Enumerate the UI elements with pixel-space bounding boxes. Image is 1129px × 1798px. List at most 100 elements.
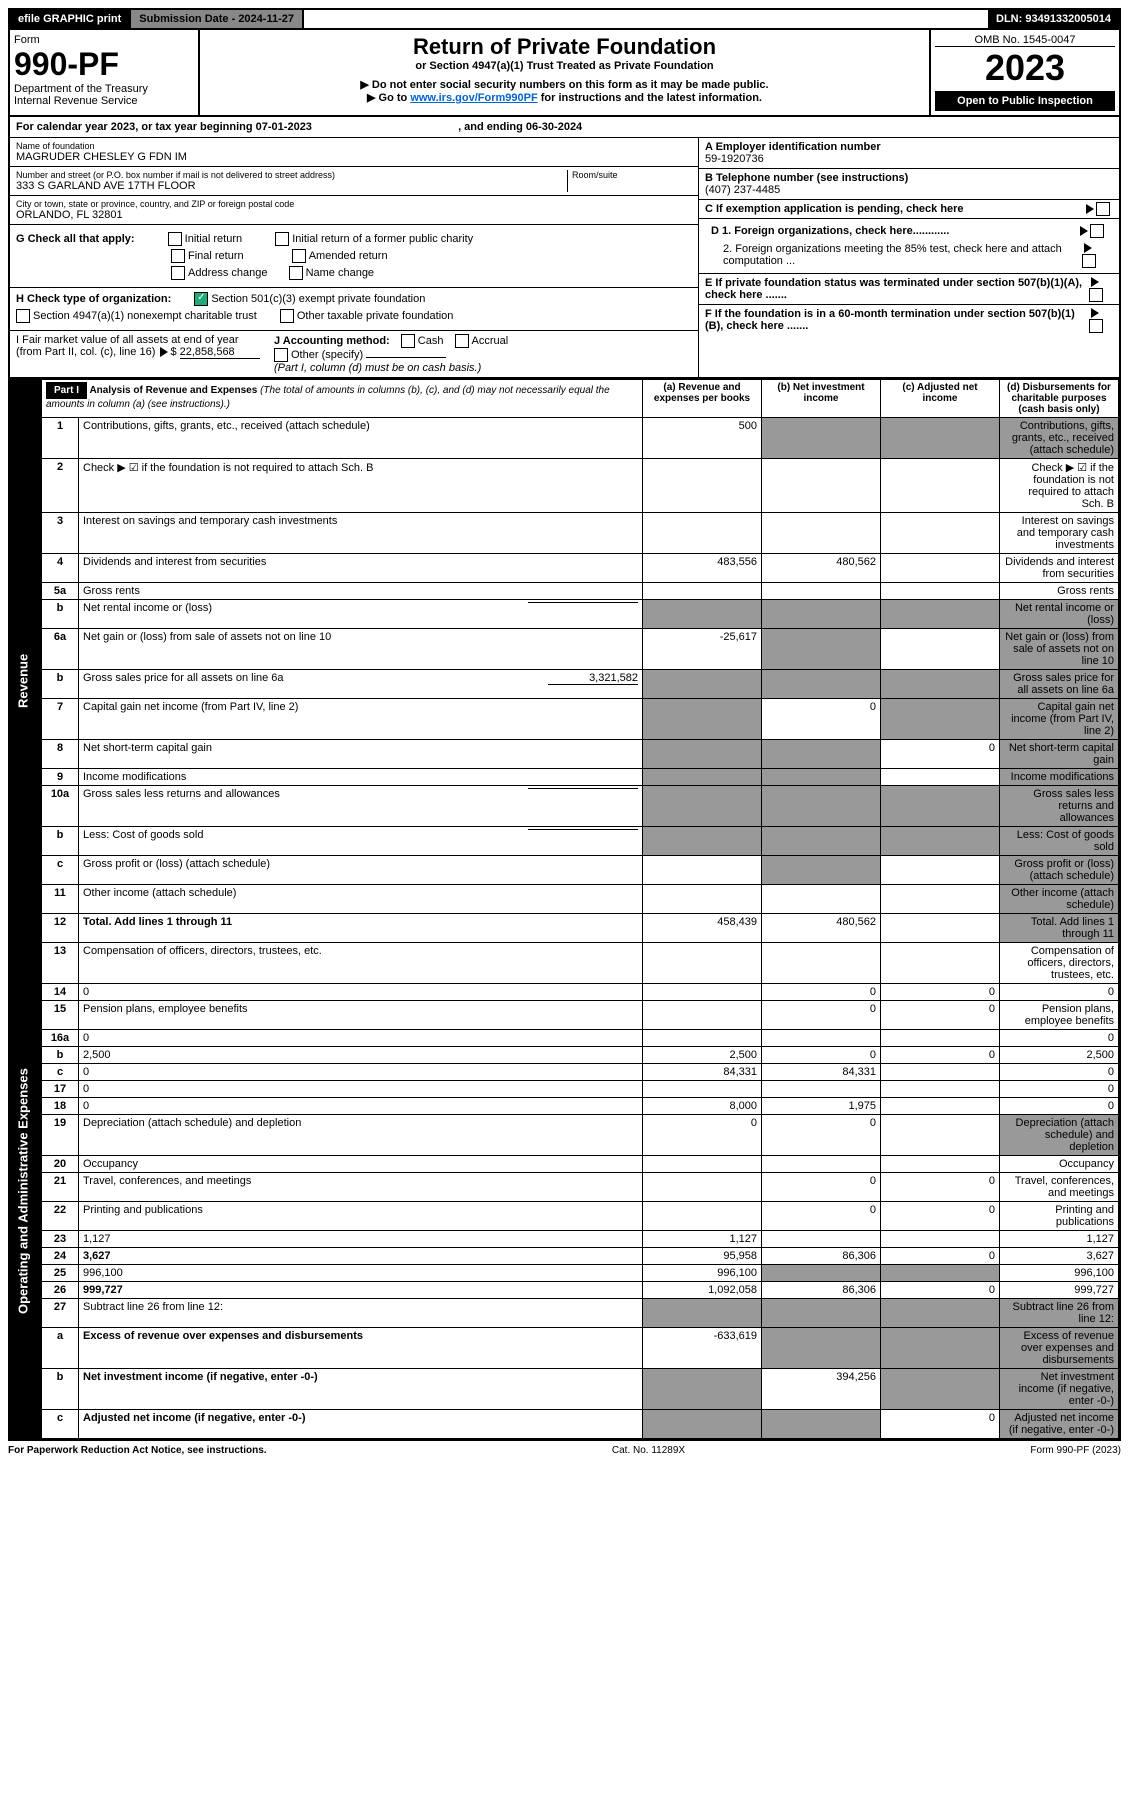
cell-a [643, 943, 762, 984]
line-number: 23 [42, 1231, 79, 1248]
street-address: 333 S GARLAND AVE 17TH FLOOR [16, 180, 567, 192]
line-number: b [42, 1369, 79, 1410]
line-description: 0 [79, 1064, 643, 1081]
cb-initial-return[interactable] [168, 232, 182, 246]
line-description: Total. Add lines 1 through 11 [79, 914, 643, 943]
cell-c [881, 418, 1000, 459]
form-title: Return of Private Foundation [204, 34, 925, 60]
line-number: 5a [42, 583, 79, 600]
g-opt-2: Address change [188, 267, 268, 279]
note-2: ▶ Go to www.irs.gov/Form990PF for instru… [204, 91, 925, 104]
j-accrual: Accrual [472, 335, 509, 347]
table-row: aExcess of revenue over expenses and dis… [11, 1328, 1119, 1369]
line-number: c [42, 1410, 79, 1439]
page-footer: For Paperwork Reduction Act Notice, see … [8, 1445, 1121, 1456]
f-label: F If the foundation is in a 60-month ter… [705, 308, 1089, 332]
cell-b: 0 [762, 984, 881, 1001]
cb-c[interactable] [1096, 202, 1110, 216]
cell-a [643, 827, 762, 856]
cell-b [762, 1156, 881, 1173]
cell-a [643, 885, 762, 914]
line-number: 26 [42, 1282, 79, 1299]
cb-cash[interactable] [401, 334, 415, 348]
cell-a: 500 [643, 418, 762, 459]
irs-link[interactable]: www.irs.gov/Form990PF [410, 92, 537, 104]
ein: 59-1920736 [705, 153, 1113, 165]
table-row: 15Pension plans, employee benefits00Pens… [11, 1001, 1119, 1030]
line-description: Interest on savings and temporary cash i… [79, 513, 643, 554]
table-row: 243,62795,95886,30603,627 [11, 1248, 1119, 1265]
line-description: Income modifications [79, 769, 643, 786]
phone-label: B Telephone number (see instructions) [705, 172, 1113, 184]
cell-b [762, 670, 881, 699]
cell-a: 1,127 [643, 1231, 762, 1248]
cb-f[interactable] [1089, 319, 1103, 333]
cb-d2[interactable] [1082, 254, 1096, 268]
cell-c [881, 459, 1000, 513]
line-description: Adjusted net income (if negative, enter … [79, 1410, 643, 1439]
table-row: 8Net short-term capital gain0Net short-t… [11, 740, 1119, 769]
g-label: G Check all that apply: [16, 233, 135, 245]
cell-c [881, 1115, 1000, 1156]
cell-c: 0 [881, 1282, 1000, 1299]
form-number: 990-PF [14, 46, 194, 83]
cell-d: Other income (attach schedule) [1000, 885, 1119, 914]
form-header: Form 990-PF Department of the Treasury I… [8, 30, 1121, 117]
table-row: 26999,7271,092,05886,3060999,727 [11, 1282, 1119, 1299]
line-number: b [42, 827, 79, 856]
line-number: 4 [42, 554, 79, 583]
cb-address-change[interactable] [171, 266, 185, 280]
table-row: cAdjusted net income (if negative, enter… [11, 1410, 1119, 1439]
cb-other-taxable[interactable] [280, 309, 294, 323]
line-number: 10a [42, 786, 79, 827]
line-description: 1,127 [79, 1231, 643, 1248]
line-description: Gross sales price for all assets on line… [79, 670, 643, 699]
cell-a [643, 513, 762, 554]
table-row: 25996,100996,100996,100 [11, 1265, 1119, 1282]
cell-c [881, 885, 1000, 914]
part1-label: Part I [46, 382, 87, 399]
identity-block: Name of foundation MAGRUDER CHESLEY G FD… [10, 138, 1119, 377]
cb-final-return[interactable] [171, 249, 185, 263]
cell-b: 0 [762, 699, 881, 740]
table-row: bNet rental income or (loss)Net rental i… [11, 600, 1119, 629]
cell-b [762, 459, 881, 513]
g-opt-5: Name change [306, 267, 375, 279]
cell-c [881, 786, 1000, 827]
line-number: 12 [42, 914, 79, 943]
cb-name-change[interactable] [289, 266, 303, 280]
line-description: Other income (attach schedule) [79, 885, 643, 914]
cell-d: Pension plans, employee benefits [1000, 1001, 1119, 1030]
line-number: 2 [42, 459, 79, 513]
line-description: 0 [79, 1098, 643, 1115]
line-description: 0 [79, 984, 643, 1001]
omb: OMB No. 1545-0047 [935, 34, 1115, 47]
cell-a [643, 583, 762, 600]
d1-label: D 1. Foreign organizations, check here..… [711, 225, 949, 237]
cb-accrual[interactable] [455, 334, 469, 348]
cell-a [643, 984, 762, 1001]
cell-b [762, 1410, 881, 1439]
line-number: 7 [42, 699, 79, 740]
cb-e[interactable] [1089, 288, 1103, 302]
cell-b [762, 856, 881, 885]
cb-501c3[interactable]: ✓ [194, 292, 208, 306]
cb-amended[interactable] [292, 249, 306, 263]
cb-initial-former[interactable] [275, 232, 289, 246]
cell-a [643, 1030, 762, 1047]
fmv-value: 22,858,568 [180, 346, 260, 359]
cell-d: 0 [1000, 984, 1119, 1001]
cb-4947[interactable] [16, 309, 30, 323]
cb-other-method[interactable] [274, 348, 288, 362]
cell-b [762, 513, 881, 554]
cell-c: 0 [881, 1001, 1000, 1030]
table-row: 12Total. Add lines 1 through 11458,43948… [11, 914, 1119, 943]
col-b: (b) Net investment income [762, 380, 881, 418]
table-row: 6aNet gain or (loss) from sale of assets… [11, 629, 1119, 670]
cb-d1[interactable] [1090, 224, 1104, 238]
cell-d: Capital gain net income (from Part IV, l… [1000, 699, 1119, 740]
line-description: Depreciation (attach schedule) and deple… [79, 1115, 643, 1156]
cat-no: Cat. No. 11289X [612, 1445, 685, 1456]
cell-d: Gross sales price for all assets on line… [1000, 670, 1119, 699]
line-number: 25 [42, 1265, 79, 1282]
